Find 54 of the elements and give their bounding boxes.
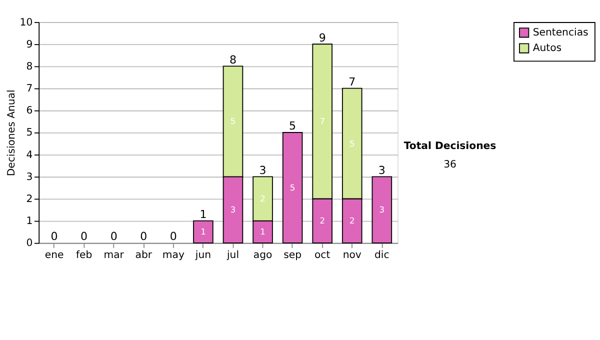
y-tick-label: 7 [26,84,33,95]
y-tick-label: 3 [26,172,33,183]
total-label: 8 [229,53,237,66]
x-tick-label: ene [44,250,64,262]
total-label: 9 [318,31,326,44]
x-tick-label: abr [135,250,153,262]
total-label: 0 [110,230,118,244]
x-tick-label: feb [76,250,92,262]
data-label: 2 [349,216,355,226]
text: Total Decisiones [404,141,496,152]
legend-label: Sentencias [532,27,588,38]
x-tick-label: jun [194,250,212,262]
y-tick-label: 1 [26,216,33,228]
bar [372,176,392,244]
y-tick-label: 8 [26,61,33,72]
bar [193,220,214,244]
data-label: 2 [320,216,325,226]
x-tick-label: jul [226,250,240,262]
total-label: 0 [140,230,148,244]
total-label: 5 [289,120,296,133]
x-tick-label: ago [253,250,272,262]
y-axis-title: Decisiones Anual [6,90,18,176]
legend-label: Autos [532,43,562,54]
data-label: 5 [230,116,236,126]
y-tick-label: 6 [26,106,33,117]
total-label: 1 [200,208,207,222]
y-tick-label: 2 [26,194,33,205]
data-label: 3 [230,204,236,215]
y-tick-label: 10 [20,17,33,28]
data-label: 2 [260,193,266,204]
total-label: 3 [259,164,266,177]
data-label: 1 [260,226,266,237]
total-label: 0 [170,230,177,244]
y-tick-label: 4 [26,150,33,161]
data-label: 3 [379,204,385,215]
bar [282,132,303,244]
data-label: 5 [349,138,355,148]
total-label: 0 [50,230,58,244]
total-label: 3 [378,164,386,177]
total-label: 7 [348,76,356,89]
y-tick-label: 9 [26,39,33,50]
data-label: 1 [200,226,206,237]
y-tick-label: 5 [26,128,33,139]
x-tick-label: mar [104,250,125,262]
y-tick-label: 0 [26,238,33,250]
data-label: 5 [290,182,296,192]
x-tick-label: oct [314,250,330,262]
x-tick-label: sep [284,250,302,262]
data-label: 7 [320,116,325,126]
x-tick-label: nov [342,250,362,262]
x-tick-label: may [162,250,184,262]
x-tick-label: dic [374,250,390,262]
text: 36 [444,159,456,170]
total-label: 0 [80,230,88,244]
